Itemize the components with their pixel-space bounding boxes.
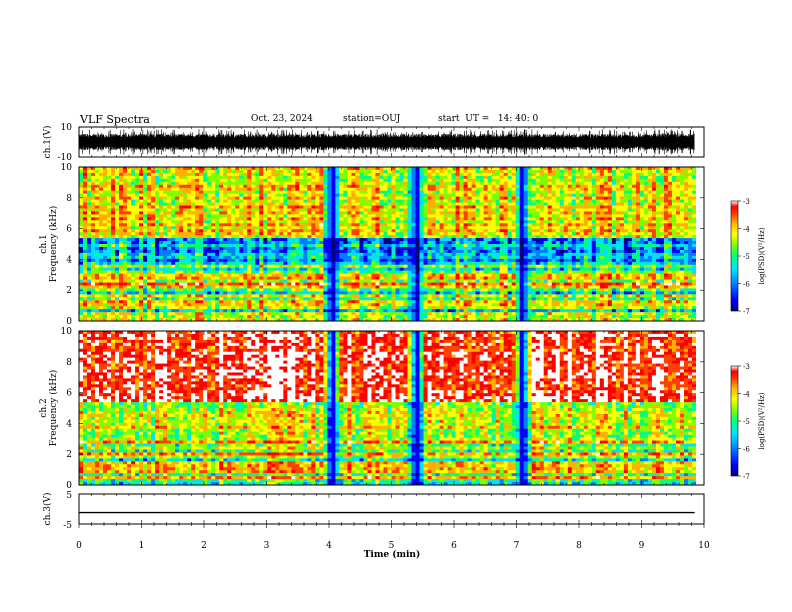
ch1-spectrogram-ylabel-frequency: Frequency (kHz) xyxy=(48,206,59,283)
time-axis-ticks xyxy=(78,127,705,528)
ch3-waveform-panel: 5 -5 ch.3(V) xyxy=(42,491,705,531)
x-tick-label: 0 xyxy=(76,541,82,551)
station-label: station=OUJ xyxy=(343,114,401,124)
ch2-spectrogram-yticks: 0 2 4 6 8 10 xyxy=(61,327,704,491)
ch2-colorbar: -3 -4 -5 -6 -7 log(PSD)(V²/Hz) xyxy=(730,363,766,481)
colorbar-tick-label: -5 xyxy=(743,253,750,261)
time-axis-label: Time (min) xyxy=(364,549,421,560)
spectrogram-ytick-label: 6 xyxy=(66,389,72,399)
spectrogram-ytick-label: 4 xyxy=(66,419,72,429)
spectrogram-ytick-label: 0 xyxy=(66,481,72,491)
colorbar-tick-label: -7 xyxy=(743,308,750,316)
ch3-waveform-ylabel: ch.3(V) xyxy=(42,493,53,526)
ch1-colorbar-ticks: -3 -4 -5 -6 -7 xyxy=(738,198,750,316)
x-tick-label: 10 xyxy=(698,541,710,551)
x-tick-label: 7 xyxy=(514,541,520,551)
spectrogram-ytick-label: 8 xyxy=(66,358,72,368)
ch2-spectrogram-image xyxy=(79,331,705,486)
colorbar-tick-label: -3 xyxy=(743,198,750,206)
ch2-colorbar-ticks: -3 -4 -5 -6 -7 xyxy=(738,363,750,481)
ch1-waveform-panel: 10 -10 ch.1(V) xyxy=(42,123,705,163)
ch1-colorbar-label: log(PSD)(V²/Hz) xyxy=(758,227,766,284)
colorbar-tick-label: -6 xyxy=(743,281,750,289)
colorbar-tick-label: -4 xyxy=(743,226,750,234)
spectrogram-ytick-label: 10 xyxy=(61,327,73,337)
ch3-ytick-bottom: -5 xyxy=(63,521,72,531)
ch1-colorbar: -3 -4 -5 -6 -7 log(PSD)(V²/Hz) xyxy=(730,198,766,316)
colorbar-tick-label: -6 xyxy=(743,446,750,454)
ch2-spectrogram-ylabel-channel: ch.2 xyxy=(39,398,49,417)
ch3-ytick-top: 5 xyxy=(66,491,72,501)
ch1-waveform-trace xyxy=(78,129,695,155)
x-tick-label: 3 xyxy=(264,541,270,551)
spectrogram-ytick-label: 2 xyxy=(66,450,72,460)
colorbar-tick-label: -3 xyxy=(743,363,750,371)
ch1-ytick-top: 10 xyxy=(61,123,73,133)
start-time-label: start UT = 14: 40: 0 xyxy=(438,114,539,124)
x-tick-label: 5 xyxy=(389,541,395,551)
ch1-spectrogram-image xyxy=(79,167,705,322)
spectrogram-ytick-label: 2 xyxy=(66,286,72,296)
x-tick-label: 4 xyxy=(326,541,332,551)
x-tick-label: 1 xyxy=(139,541,145,551)
colorbar-tick-label: -4 xyxy=(743,391,750,399)
ch1-waveform-path xyxy=(78,129,695,155)
ch2-spectrogram-ylabel-frequency: Frequency (kHz) xyxy=(48,370,59,447)
x-tick-label: 2 xyxy=(201,541,207,551)
spectrogram-ytick-label: 0 xyxy=(66,317,72,327)
spectrogram-ytick-label: 4 xyxy=(66,255,72,265)
ch2-spectrogram-panel: 0 2 4 6 8 10 ch.2 Frequency (kHz) xyxy=(39,327,705,491)
spectrogram-ytick-label: 6 xyxy=(66,225,72,235)
x-tick-label: 9 xyxy=(639,541,645,551)
colorbar-tick-label: -5 xyxy=(743,418,750,426)
x-tick-label: 8 xyxy=(576,541,582,551)
figure-title: VLF Spectra xyxy=(80,113,150,126)
colorbar-tick-label: -7 xyxy=(743,473,750,481)
date-label: Oct. 23, 2024 xyxy=(251,114,313,124)
x-tick-label: 6 xyxy=(451,541,457,551)
ch1-spectrogram-yticks: 0 2 4 6 8 10 xyxy=(61,163,704,327)
ch1-spectrogram-panel: 0 2 4 6 8 10 ch.1 Frequency (kHz) xyxy=(39,163,705,327)
ch1-spectrogram-ylabel-channel: ch.1 xyxy=(39,234,49,253)
ch1-waveform-ylabel: ch.1(V) xyxy=(42,126,53,159)
spectrogram-ytick-label: 10 xyxy=(61,163,73,173)
ch1-ytick-bottom: -10 xyxy=(58,153,73,163)
time-axis-tick-labels: 0 1 2 3 4 5 6 7 8 9 10 xyxy=(76,541,710,551)
ch2-colorbar-label: log(PSD)(V²/Hz) xyxy=(758,392,766,449)
spectrogram-ytick-label: 8 xyxy=(66,194,72,204)
